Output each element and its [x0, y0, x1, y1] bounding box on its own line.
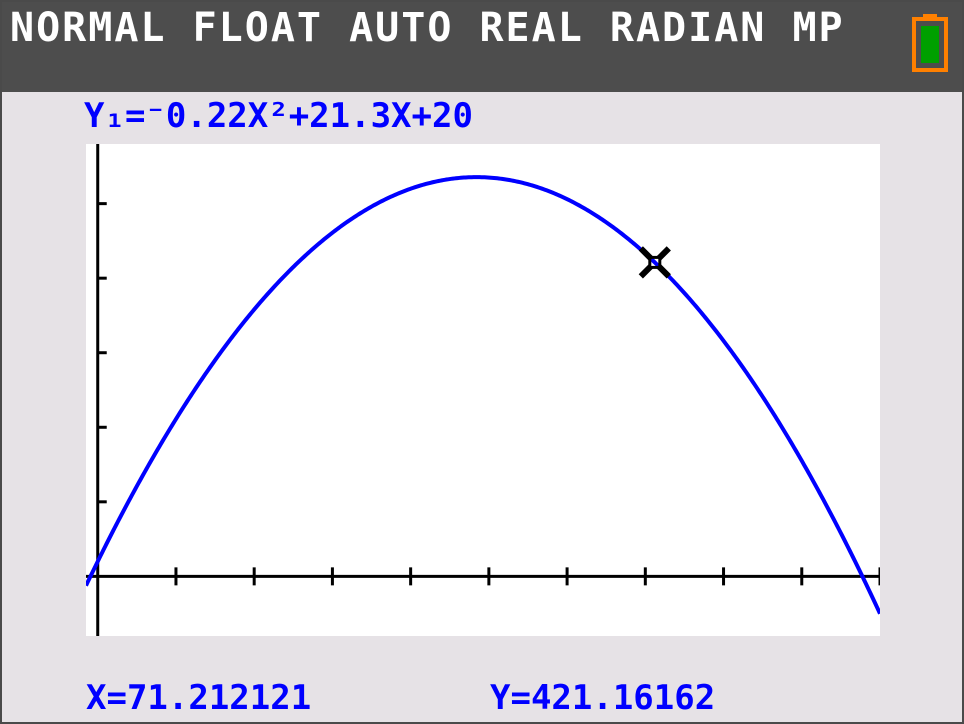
y-coordinate-readout: Y=421.16162: [490, 678, 716, 718]
graph-background: [86, 144, 880, 636]
battery-icon: [912, 14, 948, 72]
axes: [86, 144, 880, 636]
axis-ticks: [97, 202, 880, 586]
mode-status-text: NORMAL FLOAT AUTO REAL RADIAN MP: [10, 5, 845, 51]
x-coordinate-readout: X=71.212121: [86, 678, 312, 718]
graph-area[interactable]: [86, 144, 880, 636]
equation-label: Y₁=⁻0.22X²+21.3X+20: [84, 96, 473, 136]
status-bar: NORMAL FLOAT AUTO REAL RADIAN MP: [2, 2, 962, 92]
cursor-center: [648, 255, 662, 269]
trace-cursor-icon[interactable]: [638, 246, 671, 279]
function-curve: [86, 175, 880, 615]
